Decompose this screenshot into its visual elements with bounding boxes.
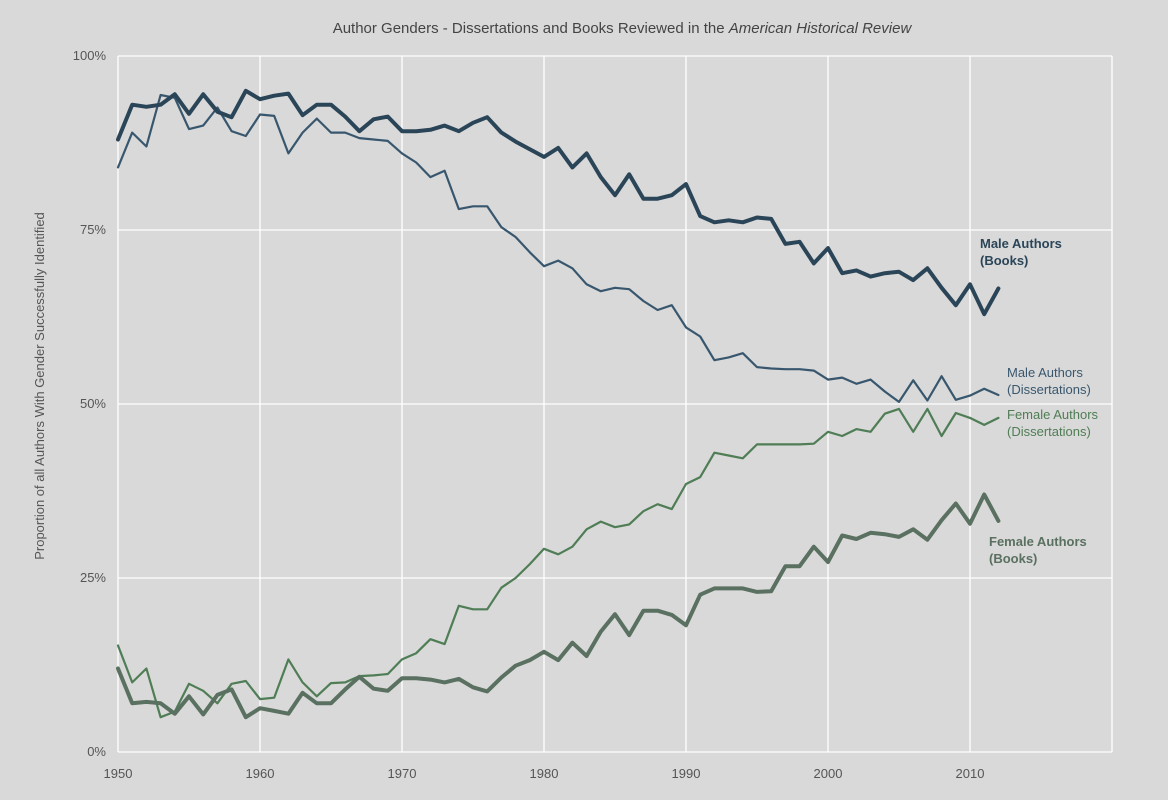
chart-title-main: Author Genders - Dissertations and Books… <box>333 20 729 37</box>
y-tick-label: 75% <box>80 222 106 237</box>
y-axis-ticks: 0% 25% 50% 75% 100% <box>73 48 107 759</box>
y-tick-label: 0% <box>87 744 106 759</box>
series-line <box>116 407 1000 719</box>
chart-title: Author Genders - Dissertations and Books… <box>333 20 913 37</box>
x-axis-ticks: 1950 1960 1970 1980 1990 2000 2010 <box>104 766 985 781</box>
series-label-line: Female Authors <box>1007 407 1099 422</box>
x-tick-label: 1980 <box>530 766 559 781</box>
series-label-line: (Dissertations) <box>1007 424 1091 439</box>
series-label: Female Authors (Dissertations) <box>1007 407 1099 439</box>
series-line <box>116 93 1000 403</box>
series-label-line: (Dissertations) <box>1007 382 1091 397</box>
series-label-line: Male Authors <box>1007 365 1083 380</box>
y-tick-label: 100% <box>73 48 107 63</box>
series-label: Male Authors (Books) <box>980 236 1062 268</box>
series-label: Male Authors (Dissertations) <box>1007 365 1091 397</box>
series-line <box>116 88 1001 317</box>
series-label-line: Male Authors <box>980 236 1062 251</box>
y-axis-label: Proportion of all Authors With Gender Su… <box>32 212 47 560</box>
x-tick-label: 2000 <box>814 766 843 781</box>
y-tick-label: 25% <box>80 570 106 585</box>
chart-title-italic: American Historical Review <box>728 20 913 37</box>
x-tick-label: 1960 <box>246 766 275 781</box>
x-tick-label: 1950 <box>104 766 133 781</box>
x-tick-label: 1990 <box>672 766 701 781</box>
series-label: Female Authors (Books) <box>989 534 1087 566</box>
y-tick-label: 50% <box>80 396 106 411</box>
series-label-line: Female Authors <box>989 534 1087 549</box>
series-line <box>116 492 1001 720</box>
series-label-line: (Books) <box>989 551 1037 566</box>
x-tick-label: 2010 <box>956 766 985 781</box>
grid <box>117 55 1113 753</box>
series-labels: Male Authors (Books) Male Authors (Disserta… <box>980 236 1099 566</box>
series-lines <box>116 88 1001 720</box>
x-tick-label: 1970 <box>388 766 417 781</box>
series-label-line: (Books) <box>980 253 1028 268</box>
